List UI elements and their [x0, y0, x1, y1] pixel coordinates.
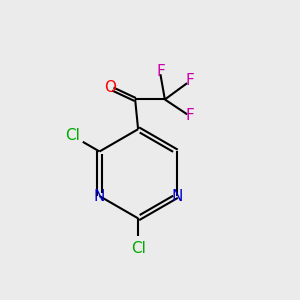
Text: N: N — [94, 189, 105, 204]
Text: O: O — [104, 80, 116, 95]
Text: Cl: Cl — [65, 128, 80, 143]
Text: F: F — [186, 73, 194, 88]
Text: F: F — [186, 108, 194, 123]
Text: F: F — [156, 64, 165, 79]
Text: Cl: Cl — [131, 241, 146, 256]
Text: N: N — [171, 189, 182, 204]
